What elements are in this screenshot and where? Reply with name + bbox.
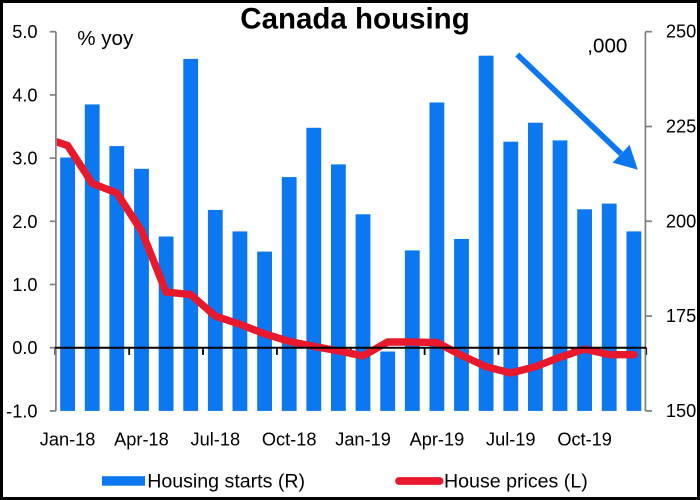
svg-text:Apr-18: Apr-18 bbox=[114, 429, 169, 449]
svg-text:Jul-19: Jul-19 bbox=[486, 429, 536, 449]
svg-text:2.0: 2.0 bbox=[12, 212, 37, 232]
svg-text:0.0: 0.0 bbox=[12, 338, 37, 358]
svg-text:% yoy: % yoy bbox=[77, 27, 134, 50]
svg-text:1.0: 1.0 bbox=[12, 275, 37, 295]
svg-text:Jul-18: Jul-18 bbox=[191, 429, 241, 449]
svg-text:200: 200 bbox=[666, 211, 696, 231]
svg-text:Housing starts (R): Housing starts (R) bbox=[147, 471, 305, 493]
svg-text:Jan-19: Jan-19 bbox=[335, 429, 391, 449]
svg-text:Apr-19: Apr-19 bbox=[410, 429, 465, 449]
svg-text:250: 250 bbox=[666, 22, 696, 42]
svg-text:3.0: 3.0 bbox=[12, 149, 37, 169]
svg-text:150: 150 bbox=[666, 401, 696, 421]
svg-text:-1.0: -1.0 bbox=[6, 401, 37, 421]
svg-text:Oct-19: Oct-19 bbox=[557, 429, 612, 449]
svg-text:House prices (L): House prices (L) bbox=[444, 471, 588, 493]
svg-text:Canada housing: Canada housing bbox=[240, 3, 469, 36]
svg-text:225: 225 bbox=[666, 117, 696, 137]
svg-text:Oct-18: Oct-18 bbox=[262, 429, 317, 449]
svg-text:175: 175 bbox=[666, 306, 696, 326]
svg-text:Jan-18: Jan-18 bbox=[40, 429, 96, 449]
svg-text:5.0: 5.0 bbox=[12, 22, 37, 42]
svg-text:4.0: 4.0 bbox=[12, 86, 37, 106]
svg-text:,000: ,000 bbox=[587, 34, 627, 57]
